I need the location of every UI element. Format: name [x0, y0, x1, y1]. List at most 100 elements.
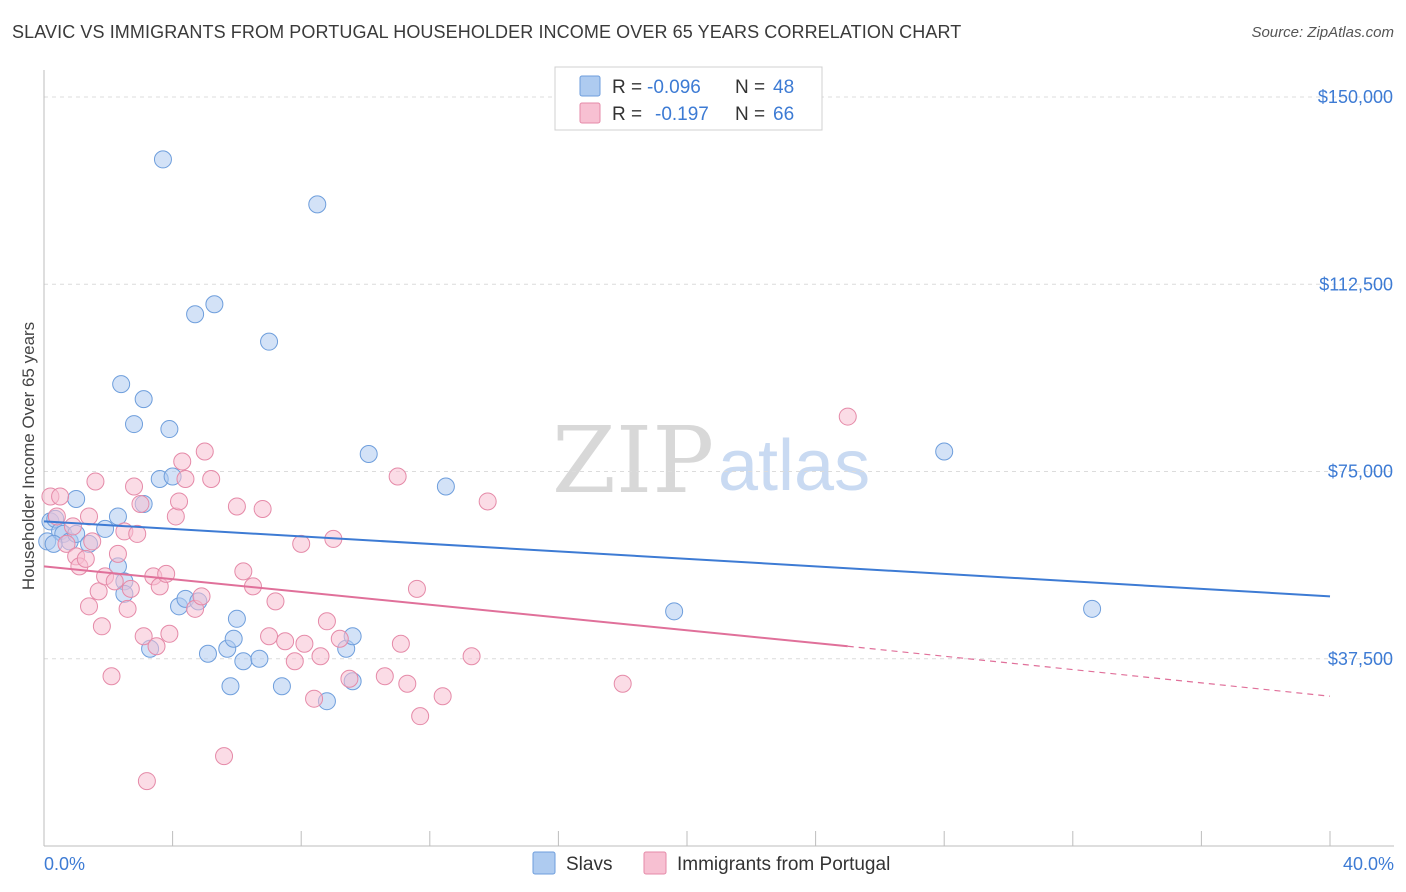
- portugal-point-17: [108, 544, 127, 563]
- portugal-point-27: [147, 637, 166, 656]
- legend-r-label-slavs: R =: [612, 77, 642, 98]
- data-points: [38, 150, 1102, 791]
- portugal-point-13: [92, 617, 111, 636]
- portugal-point-9: [80, 597, 99, 616]
- portugal-point-64: [478, 492, 497, 511]
- watermark: ZIP atlas: [552, 407, 870, 514]
- portugal-point-22: [128, 524, 147, 543]
- portugal-point-23: [131, 494, 150, 513]
- slavs-point-20: [153, 150, 172, 169]
- y-axis-tick-labels: $37,500 $75,000 $112,500 $150,000: [1318, 87, 1393, 669]
- portugal-point-39: [215, 747, 234, 766]
- legend-r-value-slavs: -0.096: [647, 77, 701, 98]
- portugal-point-56: [375, 667, 394, 686]
- x-tick-label-max: 40.0%: [1343, 854, 1394, 874]
- y-tick-label-2: $112,500: [1319, 274, 1393, 294]
- portugal-point-12: [89, 582, 108, 601]
- portugal-point-48: [292, 534, 311, 553]
- slavs-point-33: [234, 652, 253, 671]
- portugal-point-43: [253, 499, 272, 518]
- portugal-point-37: [195, 442, 214, 461]
- y-tick-label-0: $37,500: [1328, 649, 1393, 669]
- legend-n-value-slavs: 48: [773, 77, 794, 98]
- slavs-point-15: [125, 415, 144, 434]
- portugal-point-45: [266, 592, 285, 611]
- portugal-point-34: [176, 469, 195, 488]
- portugal-point-49: [295, 634, 314, 653]
- portugal-point-1: [47, 507, 66, 526]
- portugal-point-55: [340, 669, 359, 688]
- portugal-point-63: [462, 647, 481, 666]
- portugal-point-32: [170, 492, 189, 511]
- slavs-point-28: [205, 295, 224, 314]
- legend-n-label-portugal: N =: [735, 104, 765, 125]
- portugal-point-16: [105, 572, 124, 591]
- watermark-zip: ZIP: [552, 407, 714, 514]
- bottom-legend-swatch-portugal: [643, 851, 667, 875]
- portugal-point-36: [192, 587, 211, 606]
- portugal-point-65: [613, 674, 632, 693]
- x-tick-label-min: 0.0%: [44, 854, 85, 874]
- slavs-point-37: [308, 195, 327, 214]
- slavs-point-34: [250, 649, 269, 668]
- slavs-point-25: [186, 305, 205, 324]
- x-axis-ticks: [43, 831, 1331, 846]
- slavs-point-10: [108, 507, 127, 526]
- portugal-point-46: [276, 632, 295, 651]
- slavs-point-17: [134, 390, 153, 409]
- slavs-point-36: [272, 677, 291, 696]
- slavs-point-14: [112, 375, 131, 394]
- bottom-legend-swatch-slavs: [532, 851, 556, 875]
- portugal-point-47: [285, 652, 304, 671]
- portugal-point-2: [51, 487, 70, 506]
- y-tick-label-1: $75,000: [1328, 462, 1393, 482]
- legend-r-value-portugal: -0.197: [655, 104, 709, 125]
- slavs-point-42: [359, 445, 378, 464]
- portugal-trendline-extension: [847, 645, 1331, 697]
- legend-swatch-portugal: [579, 102, 601, 124]
- slavs-point-30: [221, 677, 240, 696]
- portugal-point-40: [227, 497, 246, 516]
- slavs-point-43: [436, 477, 455, 496]
- portugal-point-30: [160, 624, 179, 643]
- slavs-point-21: [160, 420, 179, 439]
- slavs-trendline: [43, 520, 1331, 598]
- portugal-point-38: [202, 469, 221, 488]
- y-tick-label-3: $150,000: [1318, 87, 1393, 107]
- portugal-point-21: [125, 477, 144, 496]
- portugal-point-8: [80, 507, 99, 526]
- portugal-point-59: [398, 674, 417, 693]
- correlation-legend: R = -0.096 N = 48 R = -0.197 N = 66: [554, 66, 823, 131]
- bottom-legend-label-slavs: Slavs: [566, 854, 612, 875]
- slavs-point-31: [224, 629, 243, 648]
- trendlines: [43, 520, 1331, 697]
- slavs-point-46: [1083, 599, 1102, 618]
- series-legend: Slavs Immigrants from Portugal: [532, 851, 890, 875]
- portugal-point-11: [86, 472, 105, 491]
- portugal-point-20: [121, 579, 140, 598]
- legend-n-value-portugal: 66: [773, 104, 794, 125]
- chart-title: SLAVIC VS IMMIGRANTS FROM PORTUGAL HOUSE…: [12, 22, 962, 42]
- legend-r-label-portugal: R =: [612, 104, 642, 125]
- portugal-point-44: [260, 627, 279, 646]
- portugal-point-41: [234, 562, 253, 581]
- slavs-point-45: [935, 442, 954, 461]
- bottom-legend-label-portugal: Immigrants from Portugal: [677, 854, 890, 875]
- portugal-point-10: [83, 532, 102, 551]
- portugal-point-54: [330, 629, 349, 648]
- portugal-point-57: [388, 467, 407, 486]
- portugal-point-19: [118, 599, 137, 618]
- legend-swatch-slavs: [579, 75, 601, 97]
- portugal-point-3: [57, 534, 76, 553]
- y-axis-label: Householder Income Over 65 years: [19, 322, 38, 590]
- slavs-point-27: [198, 644, 217, 663]
- portugal-point-7: [76, 549, 95, 568]
- legend-n-label-slavs: N =: [735, 77, 765, 98]
- portugal-trendline: [43, 565, 848, 648]
- portugal-point-52: [317, 612, 336, 631]
- portugal-point-66: [838, 407, 857, 426]
- chart-source: Source: ZipAtlas.com: [1251, 24, 1394, 41]
- slavs-point-32: [227, 609, 246, 628]
- portugal-point-24: [134, 627, 153, 646]
